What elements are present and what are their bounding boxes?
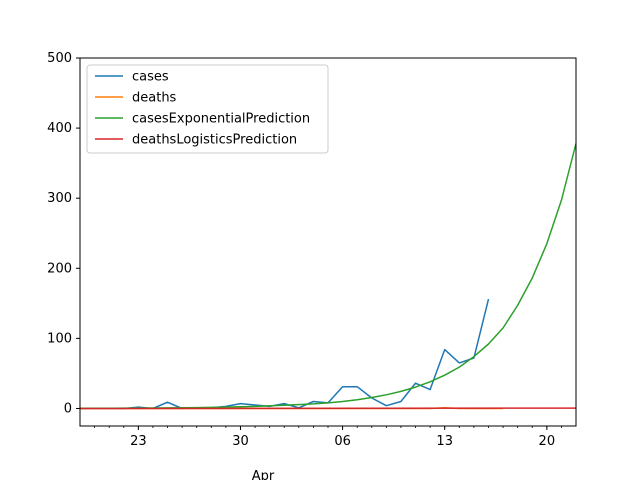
legend: cases deaths casesExponentialPrediction dea…: [86, 64, 329, 154]
series-line-1: [80, 298, 490, 410]
x-tick-label: 23: [130, 434, 147, 449]
y-tick-label: 0: [64, 401, 72, 416]
x-tick-label: 20: [539, 434, 556, 449]
x-tick-label: 06: [334, 434, 351, 449]
legend-label: deaths: [132, 91, 177, 106]
y-tick-label: 500: [47, 51, 72, 66]
plot-lines: [79, 143, 577, 410]
legend-label: casesExponentialPrediction: [132, 112, 310, 127]
y-tick-label: 300: [47, 191, 72, 206]
legend-box: [86, 64, 329, 154]
legend-label: cases: [132, 70, 169, 85]
month-label: Apr: [252, 469, 275, 480]
x-tick-label: 13: [436, 434, 453, 449]
series-line-3: [80, 143, 577, 410]
y-tick-label: 400: [47, 121, 72, 136]
y-tick-label: 200: [47, 261, 72, 276]
legend-label: deathsLogisticsPrediction: [132, 133, 297, 148]
y-tick-label: 100: [47, 331, 72, 346]
x-tick-label: 30: [232, 434, 249, 449]
plot-frame: [79, 57, 577, 427]
